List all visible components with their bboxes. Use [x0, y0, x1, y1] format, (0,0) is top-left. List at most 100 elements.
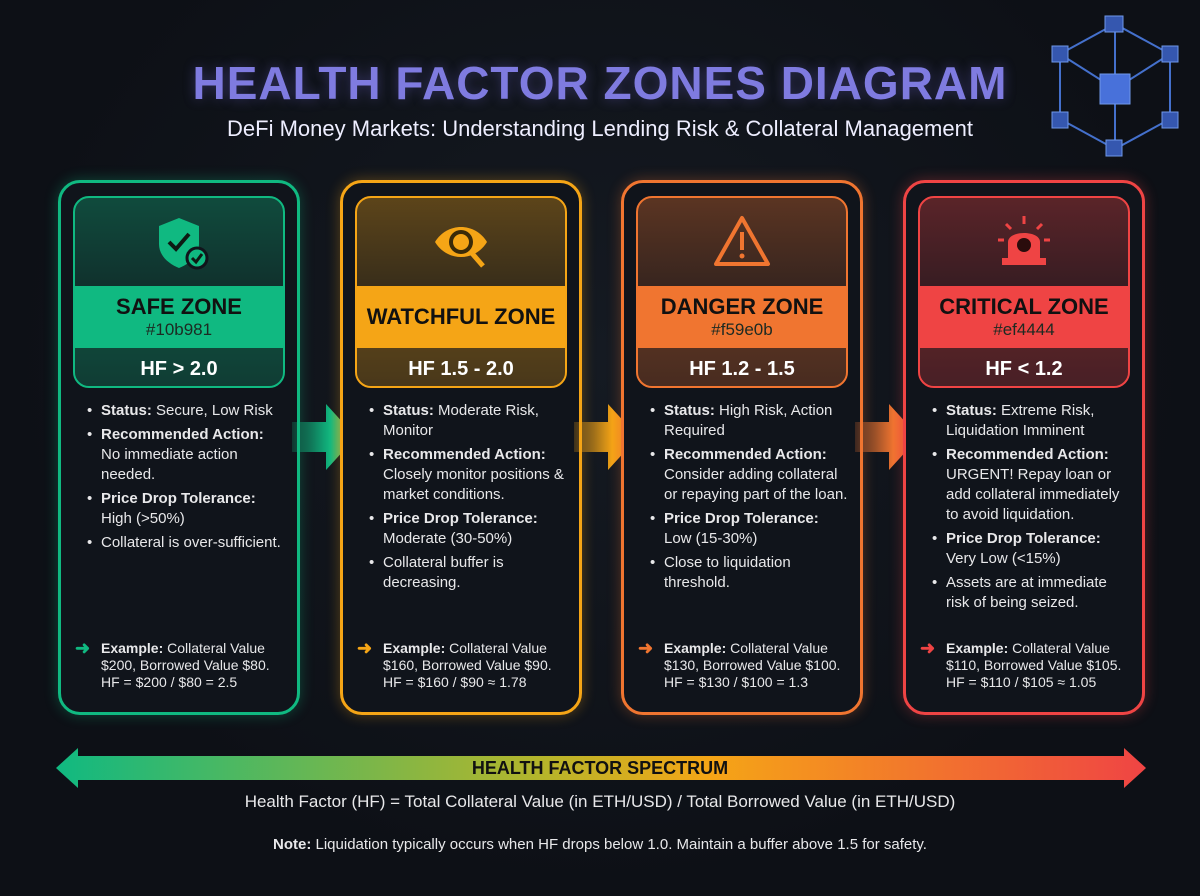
zone-details: Status: High Risk, Action RequiredRecomm… — [650, 401, 850, 597]
zone-name: DANGER ZONE — [660, 294, 824, 319]
zone-detail-item: Close to liquidation threshold. — [650, 553, 850, 593]
detail-label: Status: — [101, 402, 152, 419]
zone-hex: #f59e0b — [711, 320, 773, 339]
detail-label: Recommended Action: — [101, 426, 264, 443]
zone-header: WATCHFUL ZONE HF 1.5 - 2.0 — [355, 196, 567, 388]
arrow-right-icon: ➜ — [357, 638, 373, 658]
zone-example: ➜ Example: Collateral Value $110, Borrowe… — [920, 638, 1134, 691]
detail-text: No immediate action needed. — [101, 446, 238, 483]
detail-text: Collateral is over-sufficient. — [101, 534, 281, 551]
detail-label: Recommended Action: — [383, 446, 546, 463]
zone-header: SAFE ZONE #10b981 HF > 2.0 — [73, 196, 285, 388]
note-label: Note: — [273, 836, 312, 853]
detail-label: Price Drop Tolerance: — [383, 510, 538, 527]
example-label: Example: — [664, 640, 727, 656]
page-title: HEALTH FACTOR ZONES DIAGRAM — [192, 57, 1008, 109]
detail-text: Closely monitor positions & market condi… — [383, 466, 564, 503]
detail-text: Moderate (30-50%) — [383, 530, 513, 547]
zone-detail-item: Price Drop Tolerance: Low (15-30%) — [650, 509, 850, 549]
detail-text: Close to liquidation threshold. — [664, 554, 791, 591]
note: Note: Liquidation typically occurs when … — [0, 836, 1200, 853]
detail-text: Assets are at immediate risk of being se… — [946, 574, 1107, 611]
health-factor-spectrum-arrow — [56, 748, 1146, 788]
zone-detail-item: Price Drop Tolerance: High (>50%) — [87, 489, 287, 529]
zone-detail-item: Status: Secure, Low Risk — [87, 401, 287, 421]
detail-label: Recommended Action: — [946, 446, 1109, 463]
detail-text: High (>50%) — [101, 510, 185, 527]
formula: Health Factor (HF) = Total Collateral Va… — [244, 792, 956, 811]
network-cube-icon — [1051, 15, 1179, 157]
detail-text: Consider adding collateral or repaying p… — [664, 466, 848, 503]
zone-detail-item: Recommended Action: Closely monitor posi… — [369, 445, 569, 505]
detail-label: Price Drop Tolerance: — [946, 530, 1101, 547]
detail-text: URGENT! Repay loan or add collateral imm… — [946, 466, 1120, 523]
note-text: Liquidation typically occurs when HF dro… — [311, 836, 927, 853]
detail-text: Extreme Risk, Liquidation Imminent — [946, 402, 1095, 439]
zone-card-2: DANGER ZONE #f59e0b HF 1.2 - 1.5 Status:… — [621, 180, 863, 715]
zone-details: Status: Secure, Low Risk Recommended Acti… — [87, 401, 287, 557]
zone-detail-item: Collateral is over-sufficient. — [87, 533, 287, 553]
arrow-right-icon: ➜ — [920, 638, 936, 658]
detail-label: Price Drop Tolerance: — [664, 510, 819, 527]
arrow-right-icon: ➜ — [75, 638, 91, 658]
detail-label: Status: — [383, 402, 434, 419]
detail-label: Status: — [946, 402, 997, 419]
zone-detail-item: Status: Moderate Risk, Monitor — [369, 401, 569, 441]
zone-hex: #ef4444 — [993, 320, 1055, 339]
example-text: Collateral Value $110, Borrowed Value $1… — [946, 640, 1122, 690]
zone-hf-range: HF > 2.0 — [75, 348, 283, 386]
zone-card-3: CRITICAL ZONE #ef4444 HF < 1.2 Status: E… — [903, 180, 1145, 715]
zone-example: ➜ Example: Collateral Value $160, Borrowe… — [357, 638, 571, 691]
zone-header: DANGER ZONE #f59e0b HF 1.2 - 1.5 — [636, 196, 848, 388]
example-label: Example: — [383, 640, 446, 656]
zone-band: DANGER ZONE #f59e0b — [638, 286, 846, 348]
zone-name: SAFE ZONE — [116, 294, 242, 319]
detail-text: Moderate Risk, Monitor — [383, 402, 539, 439]
zone-hf-range: HF 1.2 - 1.5 — [638, 348, 846, 386]
zone-card-0: SAFE ZONE #10b981 HF > 2.0 Status: Secur… — [58, 180, 300, 715]
zone-band: WATCHFUL ZONE — [357, 286, 565, 348]
detail-label: Status: — [664, 402, 715, 419]
detail-text: Collateral buffer is decreasing. — [383, 554, 504, 591]
zone-detail-item: Recommended Action: No immediate action … — [87, 425, 287, 485]
zone-band: SAFE ZONE #10b981 — [75, 286, 283, 348]
example-text: Collateral Value $200, Borrowed Value $8… — [101, 640, 270, 690]
detail-label: Price Drop Tolerance: — [101, 490, 256, 507]
zone-detail-item: Status: Extreme Risk, Liquidation Immine… — [932, 401, 1132, 441]
zone-detail-item: Price Drop Tolerance: Moderate (30-50%) — [369, 509, 569, 549]
example-label: Example: — [946, 640, 1009, 656]
eye-magnifier-icon — [435, 227, 487, 268]
zone-details: Status: Extreme Risk, Liquidation Immine… — [932, 401, 1132, 617]
zone-details: Status: Moderate Risk, MonitorRecommende… — [369, 401, 569, 597]
page-subtitle: DeFi Money Markets: Understanding Lendin… — [227, 116, 973, 141]
shield-check-icon — [159, 218, 209, 270]
zone-detail-item: Assets are at immediate risk of being se… — [932, 573, 1132, 613]
detail-text: Low (15-30%) — [664, 530, 758, 547]
detail-text: Very Low (<15%) — [946, 550, 1061, 567]
detail-text: High Risk, Action Required — [664, 402, 833, 439]
zone-detail-item: Recommended Action: Consider adding coll… — [650, 445, 850, 505]
spectrum-label: HEALTH FACTOR SPECTRUM — [471, 758, 729, 778]
zone-hex: #10b981 — [145, 320, 213, 339]
zone-example: ➜ Example: Collateral Value $130, Borrowe… — [638, 638, 852, 691]
zone-card-1: WATCHFUL ZONE HF 1.5 - 2.0 Status: Moder… — [340, 180, 582, 715]
warning-triangle-icon — [714, 216, 770, 266]
detail-label: Recommended Action: — [664, 446, 827, 463]
zone-example: ➜ Example: Collateral Value $200, Borrowe… — [75, 638, 289, 691]
zone-band: CRITICAL ZONE #ef4444 — [920, 286, 1128, 348]
zone-detail-item: Price Drop Tolerance: Very Low (<15%) — [932, 529, 1132, 569]
siren-skull-icon — [998, 216, 1050, 265]
zone-header: CRITICAL ZONE #ef4444 HF < 1.2 — [918, 196, 1130, 388]
example-label: Example: — [101, 640, 164, 656]
arrow-right-icon: ➜ — [638, 638, 654, 658]
detail-text: Secure, Low Risk — [151, 402, 273, 419]
zone-detail-item: Recommended Action: URGENT! Repay loan o… — [932, 445, 1132, 525]
zone-detail-item: Status: High Risk, Action Required — [650, 401, 850, 441]
example-text: Collateral Value $160, Borrowed Value $9… — [383, 640, 552, 690]
zone-hf-range: HF < 1.2 — [920, 348, 1128, 386]
zone-hf-range: HF 1.5 - 2.0 — [357, 348, 565, 386]
example-text: Collateral Value $130, Borrowed Value $1… — [664, 640, 841, 690]
zone-detail-item: Collateral buffer is decreasing. — [369, 553, 569, 593]
zone-name: WATCHFUL ZONE — [366, 304, 556, 329]
zone-name: CRITICAL ZONE — [939, 294, 1109, 319]
